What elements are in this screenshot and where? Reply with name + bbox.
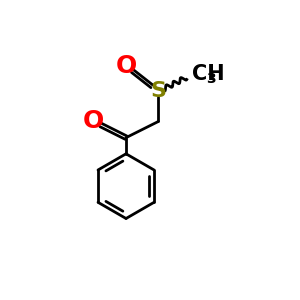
Text: 3: 3 (206, 72, 216, 86)
Text: CH: CH (192, 64, 224, 84)
Text: S: S (150, 81, 167, 101)
Text: O: O (116, 54, 137, 78)
Text: O: O (83, 110, 104, 134)
